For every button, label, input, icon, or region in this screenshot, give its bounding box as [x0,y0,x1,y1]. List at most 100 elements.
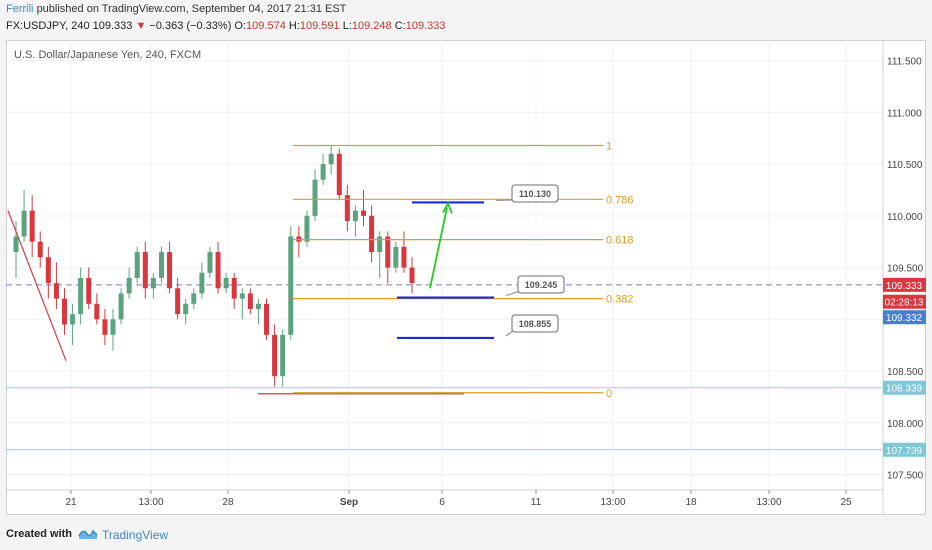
chart-grid [6,40,883,490]
candle-body [29,210,35,242]
candle [126,267,132,299]
callout-label: 110.130 [519,189,551,199]
candle [61,288,67,335]
price-label-text: 108.339 [886,384,923,395]
candle [352,205,358,237]
x-tick-label: 21 [65,497,77,508]
symbol-line: FX:USDJPY, 240 109.333 ▼ −0.363 (−0.33%)… [6,20,445,32]
candle-body [312,179,318,216]
candle [158,246,164,284]
candle [70,303,76,346]
candle-body [118,293,124,320]
price-axis-label: 02:28:13 [883,294,926,309]
candle [150,272,156,299]
time-axis[interactable]: 21 13:00 28 Sep 6 11 13:00 18 13:00 25 [6,489,883,508]
price-axis-label: 107.739 [883,442,926,457]
open-label: O: [234,20,247,32]
candle [134,246,140,284]
x-tick-label: 11 [531,497,542,508]
candle [223,272,229,294]
fib-level-label: 0.382 [606,294,634,306]
candle [45,246,51,299]
close-value: 109.333 [405,20,446,32]
fib-level-label: 0.618 [606,235,634,247]
candle-body [255,303,261,309]
low-label: L: [342,20,352,32]
price-axis[interactable]: 111.500111.000110.500110.000109.500109.0… [882,40,926,515]
candle-body [53,283,59,299]
x-tick-label: 13:00 [600,497,625,508]
y-tick-label: 111.500 [887,57,922,68]
candle-body [167,252,173,289]
candle-body [150,277,156,289]
callout-box [517,275,565,294]
candle-body [21,210,27,237]
tradingview-brand[interactable]: TradingView [102,528,169,542]
candle [53,262,59,309]
candle-body [175,288,181,315]
callout-box [511,184,559,203]
candle-body [377,236,383,253]
candle-body [183,303,189,315]
candle-body [110,319,116,335]
candle-body [126,277,132,294]
y-tick-label: 108.500 [887,367,924,378]
callout-label: 108.855 [519,319,552,329]
y-tick-label: 108.000 [887,419,924,430]
symbol-label: FX:USDJPY, 240 [6,20,90,32]
candle-body [401,246,407,268]
callout-label: 109.245 [525,280,558,290]
candle-body [70,314,76,325]
price-label-text: 107.739 [886,446,923,457]
price-axis-label: 108.339 [883,380,926,395]
candle-body [264,303,270,335]
candle [78,267,84,325]
trend-line [7,210,67,361]
candle-body [158,252,164,278]
chart-title: U.S. Dollar/Japanese Yen, 240, FXCM [14,49,201,61]
candle [199,262,205,299]
x-tick-label: Sep [340,497,358,508]
chart-header: Ferrili published on TradingView.com, Se… [0,0,932,40]
footer: Created with TradingView [0,516,932,550]
candle [377,231,383,278]
candle [231,272,237,309]
candle-body [86,277,92,304]
candle [175,277,181,320]
candle-body [199,272,205,294]
candle-body [239,293,245,299]
x-tick-label: 13:00 [138,497,163,508]
candle-body [369,215,375,253]
y-tick-label: 107.500 [887,470,924,481]
arrow-head-icon [442,201,453,214]
candle-body [13,236,19,253]
author-link[interactable]: Ferrili [6,3,34,15]
candle [369,205,375,263]
candle [247,288,253,315]
candle-body [207,252,213,273]
candle [272,324,278,387]
candle [167,241,173,294]
candle-body [134,252,140,278]
candle [409,257,415,294]
close-label: C: [394,20,406,32]
candle [13,221,19,278]
low-value: 109.248 [351,20,392,32]
candle-body [61,298,67,325]
candle [361,190,367,227]
price-label-bg [883,277,926,292]
candle-body [409,267,415,284]
candle [255,298,261,325]
candle-body [191,293,197,304]
target-lines[interactable]: 110.130 109.245 108.855 [397,184,565,340]
candles-layer [7,145,415,387]
candle-body [352,210,358,222]
price-change: −0.363 (−0.33%) [149,20,232,32]
fibonacci-retracement[interactable]: 1 0.786 0.618 0.382 0 [258,141,634,400]
candle [344,184,350,232]
candle [21,190,27,242]
published-text: published on TradingView.com, September … [36,3,347,15]
candle [328,145,334,175]
high-value: 109.591 [299,20,340,32]
